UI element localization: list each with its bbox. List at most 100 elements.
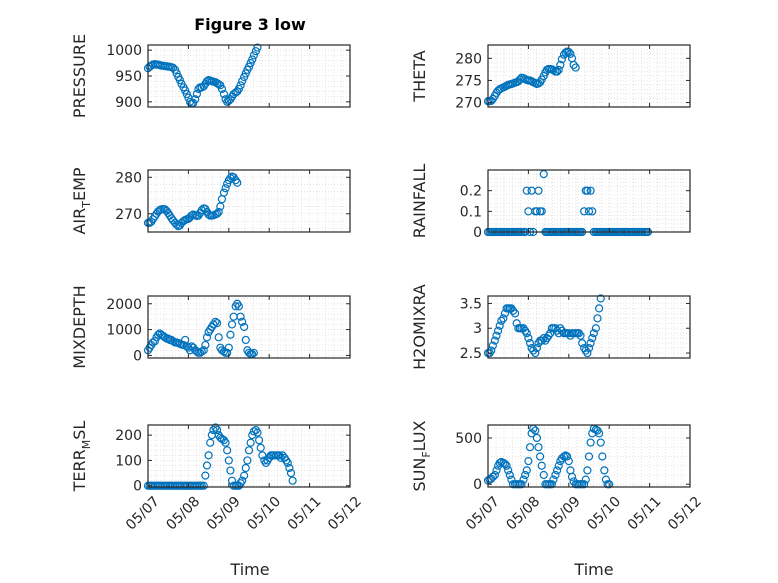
data-point: [249, 427, 258, 436]
y-axis-label: MIXDEPTH: [70, 285, 89, 368]
data-point: [238, 77, 247, 86]
data-point: [536, 452, 545, 461]
axes-box: [147, 169, 351, 233]
data-point: [517, 480, 526, 489]
x-axis-label-right: Time: [573, 560, 613, 579]
data-point: [249, 51, 258, 60]
data-point: [552, 466, 562, 475]
data-point: [524, 334, 533, 343]
y-tick-label: 0: [133, 479, 142, 495]
data-point: [490, 470, 499, 480]
data-point: [593, 314, 602, 323]
data-point: [594, 304, 604, 313]
data-point: [234, 302, 243, 311]
data-point: [588, 207, 597, 216]
data-point: [244, 446, 254, 455]
plot-area: [148, 296, 350, 358]
data-point: [241, 335, 250, 345]
data-point: [226, 466, 235, 475]
data-point: [209, 425, 218, 435]
data-point: [241, 463, 250, 473]
x-axis-label-left: Time: [229, 560, 269, 579]
data-point: [150, 337, 159, 346]
data-point: [192, 89, 201, 99]
data-point: [204, 451, 213, 460]
data-point: [258, 451, 267, 460]
data-point: [492, 331, 501, 340]
data-point: [494, 326, 503, 335]
data-point: [191, 95, 200, 104]
data-point: [556, 60, 565, 70]
y-tick-label: 275: [455, 73, 482, 89]
y-axis-label: RAINFALL: [410, 164, 429, 239]
y-tick-label: 3: [473, 321, 482, 337]
data-point: [238, 476, 247, 485]
y-tick-label: 270: [115, 207, 142, 223]
data-point: [583, 186, 592, 195]
y-tick-label: 270: [455, 96, 482, 112]
y-tick-label: 0: [473, 477, 482, 493]
data-point: [221, 438, 230, 447]
data-point: [233, 178, 242, 187]
y-tick-label: 0: [473, 225, 482, 241]
data-point: [586, 186, 595, 195]
data-point: [532, 433, 541, 443]
data-point: [212, 209, 222, 218]
data-point: [580, 480, 589, 489]
data-point: [537, 461, 546, 470]
data-point: [226, 173, 235, 183]
data-point: [216, 202, 225, 211]
data-point: [249, 348, 258, 357]
data-point: [551, 470, 560, 480]
data-point: [521, 470, 530, 480]
y-tick-label: 3.5: [460, 296, 482, 312]
data-point: [525, 339, 535, 348]
axes-box: [487, 295, 691, 359]
data-point: [255, 436, 264, 445]
data-point: [246, 438, 255, 447]
data-point: [510, 309, 520, 318]
data-point: [201, 471, 210, 480]
data-point: [226, 330, 235, 339]
data-point: [564, 456, 573, 466]
data-point: [214, 207, 223, 217]
data-point: [209, 320, 218, 329]
data-point: [488, 341, 497, 350]
data-point: [221, 184, 230, 193]
data-point: [581, 475, 590, 484]
y-tick-label: 500: [455, 431, 482, 447]
y-tick-label: 0.2: [460, 184, 482, 200]
data-point: [505, 470, 514, 480]
data-point: [253, 43, 262, 52]
data-point: [549, 66, 558, 75]
axes-box: [487, 169, 691, 233]
y-tick-label: 2000: [106, 297, 142, 313]
data-point: [227, 320, 237, 329]
data-point: [495, 321, 504, 330]
data-point: [519, 475, 528, 484]
data-point: [578, 339, 587, 348]
data-point: [537, 207, 546, 216]
data-point: [172, 220, 181, 229]
subplot-pressure: 900 950 1000 PRESSURE: [70, 34, 351, 118]
data-point: [583, 348, 592, 358]
data-point: [566, 49, 575, 58]
figure-title: Figure 3 low: [194, 15, 306, 34]
axes-box: [147, 424, 351, 488]
y-tick-label: 2.5: [460, 346, 482, 362]
data-point: [600, 466, 609, 475]
data-point: [583, 466, 592, 475]
data-point: [224, 343, 233, 352]
data-point: [217, 84, 227, 94]
y-axis-label: THETA: [410, 50, 429, 102]
y-axis-label: H2OMIXRA: [410, 284, 429, 370]
data-point: [557, 55, 567, 64]
data-point: [584, 343, 594, 353]
data-point: [588, 334, 597, 343]
subplot-theta: 270 275 280 THETA: [410, 44, 691, 112]
data-point: [522, 329, 531, 338]
data-point: [563, 452, 572, 461]
data-point: [532, 343, 541, 353]
data-point: [248, 55, 257, 64]
